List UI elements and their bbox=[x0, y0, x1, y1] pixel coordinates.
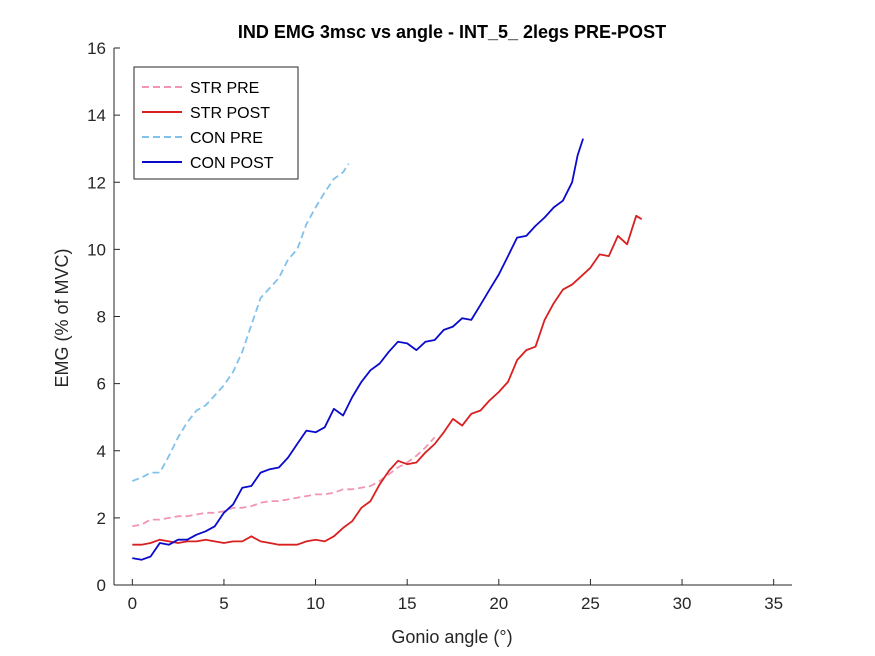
y-tick-label: 8 bbox=[97, 308, 106, 327]
legend-box bbox=[133, 66, 299, 180]
y-tick-label: 14 bbox=[87, 106, 106, 125]
x-tick-label: 20 bbox=[489, 594, 508, 613]
y-tick-label: 0 bbox=[97, 576, 106, 595]
y-axis-label: EMG (% of MVC) bbox=[52, 248, 72, 387]
y-tick-label: 10 bbox=[87, 240, 106, 259]
legend-label-str-pre: STR PRE bbox=[190, 80, 259, 97]
y-tick-label: 16 bbox=[87, 39, 106, 58]
y-tick-label: 4 bbox=[97, 442, 106, 461]
legend-label-str-post: STR POST bbox=[190, 105, 270, 122]
y-tick-label: 12 bbox=[87, 173, 106, 192]
y-tick-label: 2 bbox=[97, 509, 106, 528]
legend-label-con-pre: CON PRE bbox=[190, 130, 263, 147]
x-tick-label: 10 bbox=[306, 594, 325, 613]
series-line-con-pre bbox=[131, 163, 350, 482]
x-tick-label: 5 bbox=[219, 594, 228, 613]
x-tick-label: 15 bbox=[398, 594, 417, 613]
series-line-str-post bbox=[132, 214, 643, 546]
legend-label-con-post: CON POST bbox=[190, 155, 274, 172]
legend: STR PRE STR POST CON PRE CON POST bbox=[133, 66, 299, 180]
x-tick-label: 25 bbox=[581, 594, 600, 613]
x-tick-label: 30 bbox=[673, 594, 692, 613]
series-line-con-post bbox=[132, 138, 584, 561]
chart-title: IND EMG 3msc vs angle - INT_5_ 2legs PRE… bbox=[238, 22, 666, 42]
x-axis-label: Gonio angle (°) bbox=[391, 627, 512, 647]
x-tick-label: 35 bbox=[764, 594, 783, 613]
plot-area: 0 5 10 15 20 25 30 35 0 2 4 6 8 10 12 14 16 bbox=[87, 39, 792, 613]
y-tick-label: 6 bbox=[97, 375, 106, 394]
x-tick-label: 0 bbox=[128, 594, 137, 613]
